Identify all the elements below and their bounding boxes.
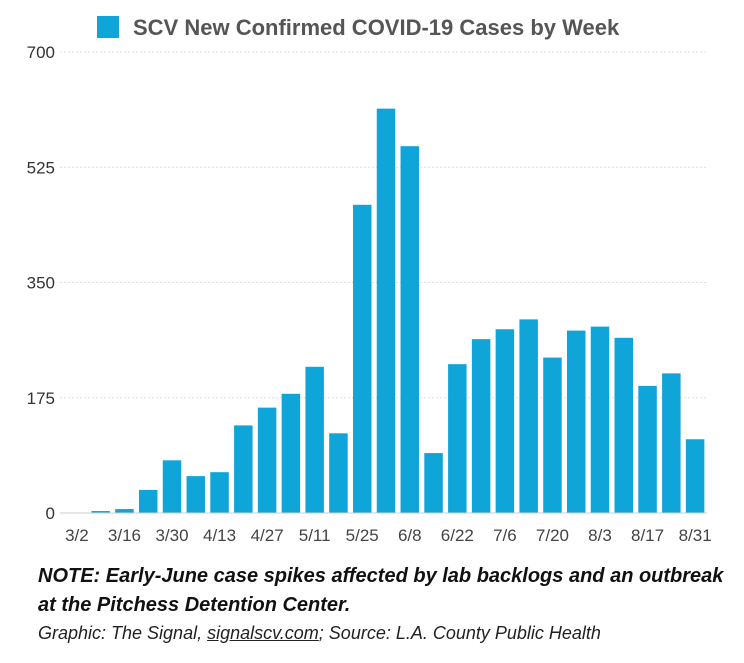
chart-legend: SCV New Confirmed COVID-19 Cases by Week — [97, 15, 620, 40]
x-tick-label: 6/22 — [441, 526, 474, 545]
x-tick-label: 3/30 — [155, 526, 188, 545]
x-tick-label: 6/8 — [398, 526, 422, 545]
y-tick-label: 0 — [46, 504, 55, 523]
x-tick-label: 3/16 — [108, 526, 141, 545]
bar — [471, 339, 491, 513]
bars — [91, 108, 705, 513]
bar — [329, 433, 348, 513]
x-axis: 3/2 3/16 3/30 4/13 4/27 5/11 5/25 6/8 6/22 7/6 7/2… — [60, 512, 712, 545]
credit-prefix: Graphic: The Signal, — [38, 623, 208, 643]
bar — [91, 511, 110, 513]
y-tick-label: 700 — [27, 43, 55, 62]
bar — [590, 326, 610, 513]
bar — [662, 373, 681, 513]
y-tick-label: 175 — [27, 389, 55, 408]
bar — [352, 204, 372, 513]
y-tick-label: 350 — [27, 274, 55, 293]
bar — [115, 509, 134, 513]
bar — [495, 329, 515, 513]
bar — [543, 357, 562, 513]
bar — [519, 319, 538, 513]
y-axis: 0 175 350 525 700 — [27, 43, 55, 523]
bar — [685, 439, 705, 513]
x-tick-label: 5/11 — [299, 526, 331, 545]
bar — [566, 330, 586, 513]
signal-link[interactable]: signalscv.com — [207, 623, 319, 643]
y-tick-label: 525 — [27, 158, 55, 177]
bar — [424, 453, 443, 513]
bar — [614, 337, 634, 513]
legend-label: SCV New Confirmed COVID-19 Cases by Week — [133, 15, 620, 40]
bar — [138, 489, 158, 513]
bar — [162, 460, 182, 513]
x-tick-label: 4/27 — [251, 526, 284, 545]
bar — [186, 476, 206, 513]
bar — [376, 108, 396, 513]
bar — [210, 472, 229, 513]
x-tick-label: 3/2 — [65, 526, 89, 545]
bar — [448, 364, 467, 513]
bar — [638, 385, 657, 513]
credit-line: Graphic: The Signal, signalscv.com; Sour… — [38, 623, 738, 644]
bar — [257, 407, 277, 513]
x-tick-label: 8/17 — [631, 526, 664, 545]
x-tick-label: 8/3 — [588, 526, 612, 545]
x-tick-label: 7/20 — [536, 526, 569, 545]
bar — [234, 425, 253, 513]
bar — [400, 146, 420, 513]
note-text: NOTE: Early-June case spikes affected by… — [38, 565, 724, 616]
legend-swatch — [97, 16, 119, 38]
bar — [281, 393, 301, 513]
x-tick-label: 5/25 — [346, 526, 379, 545]
bar — [305, 366, 324, 513]
x-tick-label: 7/6 — [493, 526, 517, 545]
bar-chart: SCV New Confirmed COVID-19 Cases by Week… — [27, 15, 712, 545]
x-tick-label: 8/31 — [679, 526, 712, 545]
x-tick-label: 4/13 — [203, 526, 236, 545]
credit-suffix: ; Source: L.A. County Public Health — [318, 623, 601, 643]
